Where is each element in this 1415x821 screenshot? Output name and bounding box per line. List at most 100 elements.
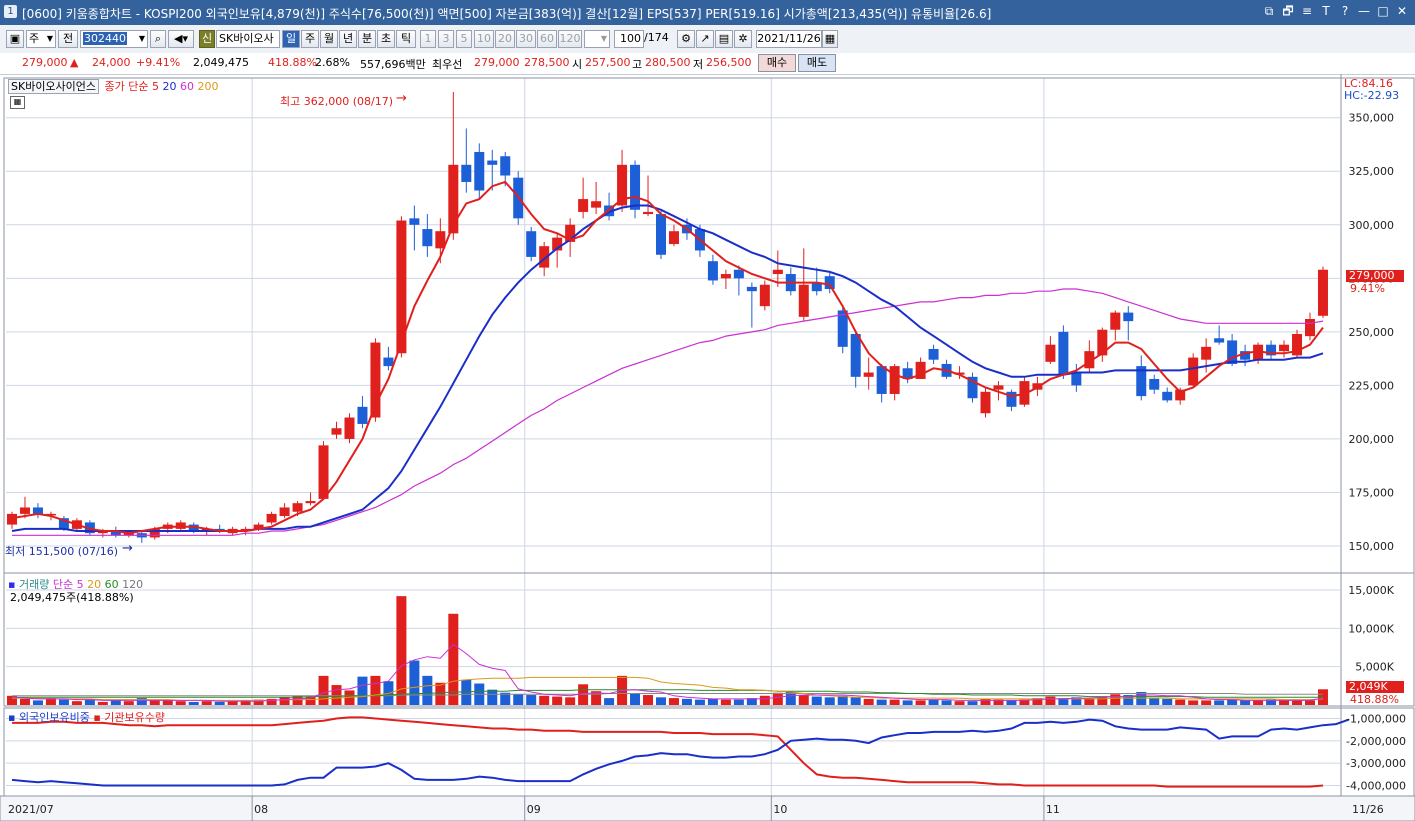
date-tick-label: 09: [527, 803, 541, 816]
volume-series: [7, 596, 1328, 705]
custom-minute-select[interactable]: ▼: [584, 30, 610, 48]
minute-option-5[interactable]: 5: [456, 30, 472, 48]
candle-body: [188, 524, 199, 532]
minimize-button[interactable]: —: [1358, 4, 1370, 18]
calendar-icon[interactable]: ▦: [822, 30, 838, 48]
candle-body: [1317, 269, 1328, 316]
candle-body: [1214, 338, 1225, 343]
window-title: [0600] 키움종합차트 - KOSPI200 외국인보유[4,879(천)]…: [22, 7, 992, 21]
high-label: 고: [632, 58, 643, 71]
volume-bar: [240, 700, 251, 705]
buy-button[interactable]: 매수: [758, 54, 796, 72]
stock-label[interactable]: SK바이오사이언스: [8, 79, 100, 94]
price-tick-label: 250,000: [1349, 326, 1395, 339]
volume-bar: [941, 700, 952, 705]
minute-option-60[interactable]: 60: [537, 30, 557, 48]
candle-body: [902, 368, 913, 379]
volume-bar: [357, 676, 368, 705]
minute-option-30[interactable]: 30: [516, 30, 536, 48]
candle-body: [1162, 391, 1173, 401]
code-input-value: 302440: [83, 32, 127, 45]
minute-option-120[interactable]: 120: [558, 30, 582, 48]
minute-option-1[interactable]: 1: [420, 30, 436, 48]
period-year[interactable]: 년: [339, 30, 357, 48]
volume-bar: [227, 701, 238, 705]
candle-body: [824, 276, 835, 290]
volume-bar: [876, 699, 887, 705]
price-tick-label: 300,000: [1349, 219, 1395, 232]
volume-label: 거래량: [18, 578, 50, 591]
volume-bar: [798, 695, 809, 705]
link-icon[interactable]: ⧉: [1264, 4, 1274, 18]
date-tick-label: 11: [1046, 803, 1060, 816]
period-second[interactable]: 초: [377, 30, 395, 48]
foreign-tick-label: -3,000,000: [1346, 757, 1406, 770]
sound-icon[interactable]: ◀▾: [168, 30, 194, 48]
layout-icon[interactable]: ▣: [6, 30, 24, 48]
period-tick[interactable]: 틱: [396, 30, 416, 48]
volume-bar: [656, 697, 666, 705]
restore-icon[interactable]: 🗗: [1282, 4, 1294, 18]
candle-body: [915, 361, 926, 379]
candle-body: [7, 513, 17, 525]
low-price: 256,500: [706, 56, 752, 69]
minute-option-20[interactable]: 20: [495, 30, 515, 48]
ma-period-200: 200: [197, 80, 219, 93]
candle-body: [1175, 389, 1186, 401]
chart-settings-icon[interactable]: ⚙: [677, 30, 695, 48]
period-day[interactable]: 일: [282, 30, 300, 48]
maximize-button[interactable]: □: [1377, 4, 1389, 18]
draw-tool-icon[interactable]: ↗: [696, 30, 714, 48]
date-tick-label: 11/26: [1352, 803, 1384, 816]
count-input[interactable]: 100: [614, 30, 644, 48]
volume-bar: [19, 698, 30, 705]
code-input[interactable]: 302440 ▼: [80, 30, 148, 48]
volume-bar: [162, 700, 173, 705]
window-titlebar: 1 [0600] 키움종합차트 - KOSPI200 외국인보유[4,879(천…: [0, 0, 1415, 25]
volume-bar: [500, 692, 511, 705]
volume-bar: [1162, 698, 1173, 705]
date-input[interactable]: 2021/11/26: [756, 30, 822, 48]
panel-frame: [3, 77, 1415, 574]
sell-button[interactable]: 매도: [798, 54, 836, 72]
minute-option-10[interactable]: 10: [474, 30, 494, 48]
period-month[interactable]: 월: [320, 30, 338, 48]
volume-bar: [188, 701, 199, 705]
volume-bar: [318, 675, 329, 705]
volume-bar: [448, 613, 459, 705]
volume-bar: [552, 696, 563, 705]
panel-frame: [3, 707, 1415, 797]
text-icon[interactable]: T: [1322, 4, 1330, 18]
price-tick-label: 350,000: [1349, 112, 1395, 125]
low-label: 저: [693, 58, 704, 71]
gear-icon[interactable]: ✲: [734, 30, 752, 48]
volume-bar: [539, 695, 550, 705]
last-price-tag: 279,000: [1346, 270, 1404, 282]
stock-name-field[interactable]: SK바이오사: [216, 30, 280, 48]
volume-bar: [707, 698, 718, 705]
prev-button[interactable]: 전: [58, 30, 78, 48]
open-label: 시: [572, 58, 583, 71]
volume-bar: [123, 701, 134, 705]
volume-ratio: 418.88%: [268, 56, 317, 69]
save-icon[interactable]: ▤: [715, 30, 733, 48]
chart-grid: [6, 78, 1340, 796]
menu-icon[interactable]: ≡: [1301, 4, 1313, 18]
period-week[interactable]: 주: [301, 30, 319, 48]
volume-bar: [1097, 696, 1108, 705]
search-icon[interactable]: ⌕: [150, 30, 166, 48]
inst-holding-line: [12, 716, 1324, 788]
last-pct-tag: 9.41%: [1350, 282, 1385, 295]
period-select[interactable]: 주 ▼: [26, 30, 56, 48]
period-minute[interactable]: 분: [358, 30, 376, 48]
candle-body: [19, 507, 30, 514]
candle-body: [539, 246, 550, 268]
volume-bar: [1045, 696, 1056, 705]
help-icon[interactable]: ?: [1341, 4, 1349, 18]
window-number-badge: 1: [4, 5, 17, 18]
volume-bar: [409, 660, 420, 705]
volume-marker-icon: ▪: [8, 578, 16, 591]
close-button[interactable]: ✕: [1396, 4, 1408, 18]
minute-option-3[interactable]: 3: [438, 30, 454, 48]
table-icon[interactable]: ▦: [10, 96, 25, 109]
